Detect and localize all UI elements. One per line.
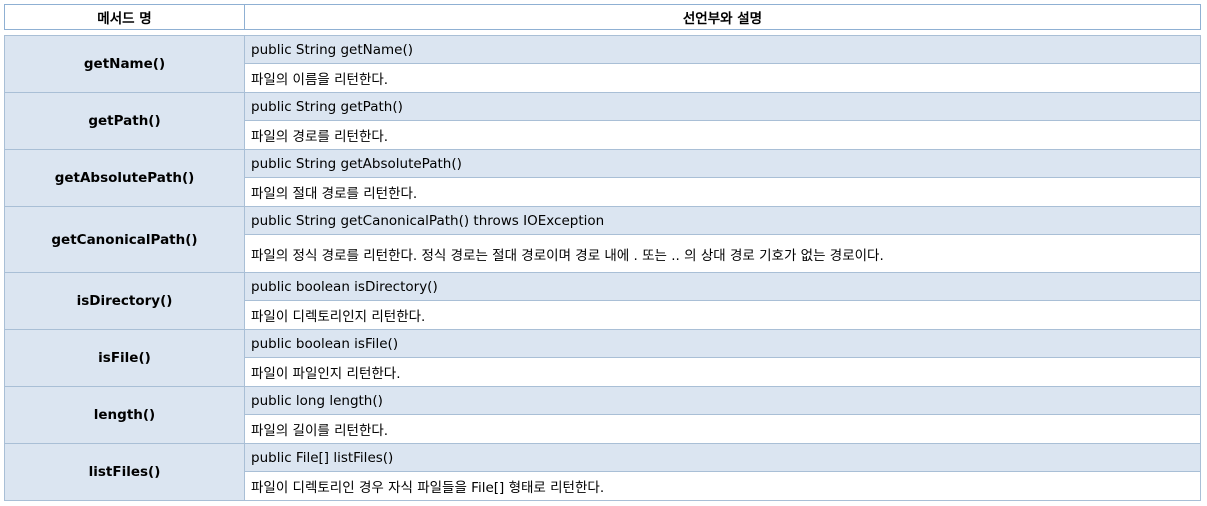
- table-row: 파일의 이름을 리턴한다.: [5, 63, 1201, 93]
- table-row: 파일이 디렉토리인 경우 자식 파일들을 File[] 형태로 리턴한다.: [5, 471, 1201, 501]
- table-row: length() public long length(): [4, 386, 1201, 444]
- method-declaration: public String getName(): [244, 35, 1201, 64]
- method-name: getPath(): [4, 92, 245, 150]
- table-row: isDirectory() public boolean isDirectory…: [4, 272, 1201, 330]
- method-name: isFile(): [4, 329, 245, 387]
- header-declaration: 선언부와 설명: [244, 4, 1201, 30]
- method-name: getName(): [4, 35, 245, 93]
- method-declaration: public String getPath(): [244, 92, 1201, 121]
- method-name: getCanonicalPath(): [4, 206, 245, 273]
- method-name: isDirectory(): [4, 272, 245, 330]
- method-description: 파일의 이름을 리턴한다.: [244, 63, 1201, 93]
- table-row: 파일이 파일인지 리턴한다.: [5, 357, 1201, 387]
- method-name: listFiles(): [4, 443, 245, 501]
- method-name: length(): [4, 386, 245, 444]
- method-declaration: public File[] listFiles(): [244, 443, 1201, 472]
- table-row: getName() public String getName(): [4, 35, 1201, 93]
- table-row: listFiles() public File[] listFiles(): [4, 443, 1201, 501]
- method-declaration: public String getCanonicalPath() throws …: [244, 206, 1201, 235]
- method-description: 파일의 절대 경로를 리턴한다.: [244, 177, 1201, 207]
- table-row: isFile() public boolean isFile(): [4, 329, 1201, 387]
- table-row: 파일이 디렉토리인지 리턴한다.: [5, 300, 1201, 330]
- method-declaration: public long length(): [244, 386, 1201, 415]
- method-description: 파일이 파일인지 리턴한다.: [244, 357, 1201, 387]
- method-name: getAbsolutePath(): [4, 149, 245, 207]
- method-description: 파일의 경로를 리턴한다.: [244, 120, 1201, 150]
- header-row: 메서드 명 선언부와 설명: [4, 4, 1201, 30]
- method-description: 파일의 정식 경로를 리턴한다. 정식 경로는 절대 경로이며 경로 내에 . …: [244, 234, 1201, 273]
- table-row: getPath() public String getPath(): [4, 92, 1201, 150]
- method-declaration: public boolean isFile(): [244, 329, 1201, 358]
- table-row: 파일의 길이를 리턴한다.: [5, 414, 1201, 444]
- table-row: getAbsolutePath() public String getAbsol…: [4, 149, 1201, 207]
- method-description: 파일이 디렉토리인 경우 자식 파일들을 File[] 형태로 리턴한다.: [244, 471, 1201, 501]
- table-row: 파일의 정식 경로를 리턴한다. 정식 경로는 절대 경로이며 경로 내에 . …: [5, 234, 1201, 273]
- header-method: 메서드 명: [4, 4, 245, 30]
- table-row: getCanonicalPath() public String getCano…: [4, 206, 1201, 273]
- method-description: 파일이 디렉토리인지 리턴한다.: [244, 300, 1201, 330]
- method-description: 파일의 길이를 리턴한다.: [244, 414, 1201, 444]
- file-methods-table: 메서드 명 선언부와 설명 getName() public String ge…: [4, 4, 1201, 501]
- method-declaration: public boolean isDirectory(): [244, 272, 1201, 301]
- method-declaration: public String getAbsolutePath(): [244, 149, 1201, 178]
